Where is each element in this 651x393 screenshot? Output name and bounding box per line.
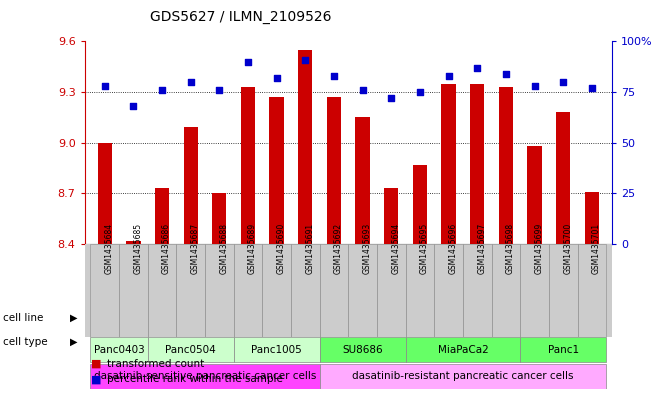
Text: GSM1435690: GSM1435690 — [277, 223, 286, 274]
Point — [100, 83, 110, 89]
Text: cell type: cell type — [3, 337, 48, 347]
Bar — [126, 241, 141, 244]
Bar — [441, 84, 456, 244]
Point — [271, 75, 282, 81]
Bar — [320, 244, 348, 337]
Bar — [176, 244, 205, 337]
Text: GSM1435688: GSM1435688 — [219, 223, 229, 274]
Text: GSM1435692: GSM1435692 — [334, 223, 343, 274]
Text: GSM1435696: GSM1435696 — [449, 223, 458, 274]
Point — [329, 73, 339, 79]
Bar — [90, 364, 320, 389]
Text: GSM1435698: GSM1435698 — [506, 223, 515, 274]
Bar — [577, 244, 606, 337]
Bar — [549, 244, 577, 337]
Text: ■: ■ — [91, 358, 102, 369]
Bar — [348, 244, 377, 337]
Bar — [327, 97, 341, 244]
Point — [587, 85, 597, 91]
Text: GSM1435687: GSM1435687 — [191, 223, 200, 274]
Bar — [155, 188, 169, 244]
Text: GSM1435685: GSM1435685 — [133, 223, 143, 274]
Bar — [205, 244, 234, 337]
Text: Panc0403: Panc0403 — [94, 345, 145, 355]
Point — [243, 59, 253, 65]
Bar — [234, 244, 262, 337]
Text: ▶: ▶ — [70, 312, 78, 323]
Point — [501, 71, 511, 77]
Text: GSM1435686: GSM1435686 — [162, 223, 171, 274]
Point — [529, 83, 540, 89]
Text: GSM1435700: GSM1435700 — [563, 223, 572, 274]
Point — [415, 89, 425, 95]
Bar — [90, 338, 148, 362]
Text: Panc0504: Panc0504 — [165, 345, 216, 355]
Text: GSM1435699: GSM1435699 — [534, 223, 544, 274]
Text: Panc1: Panc1 — [547, 345, 579, 355]
Text: cell line: cell line — [3, 312, 44, 323]
Point — [300, 56, 311, 62]
Bar — [184, 127, 198, 244]
Text: GSM1435691: GSM1435691 — [305, 223, 314, 274]
Point — [558, 79, 568, 85]
Bar — [148, 244, 176, 337]
Bar — [492, 244, 520, 337]
Bar — [406, 244, 434, 337]
Text: percentile rank within the sample: percentile rank within the sample — [107, 374, 283, 384]
Bar — [148, 338, 234, 362]
Bar — [406, 338, 520, 362]
Bar — [499, 87, 513, 244]
Bar — [520, 244, 549, 337]
Bar — [470, 84, 484, 244]
Point — [472, 64, 482, 71]
Point — [357, 87, 368, 93]
Point — [186, 79, 196, 85]
Bar — [98, 143, 112, 244]
Bar — [298, 50, 312, 244]
Bar — [463, 244, 492, 337]
Bar — [556, 112, 570, 244]
Text: transformed count: transformed count — [107, 358, 204, 369]
Bar — [384, 188, 398, 244]
Bar — [377, 244, 406, 337]
Bar — [119, 244, 148, 337]
Text: dasatinib-resistant pancreatic cancer cells: dasatinib-resistant pancreatic cancer ce… — [352, 371, 574, 381]
Bar — [320, 338, 406, 362]
Bar — [413, 165, 427, 244]
Text: GSM1435695: GSM1435695 — [420, 223, 429, 274]
Bar — [585, 192, 599, 244]
Text: ▶: ▶ — [70, 337, 78, 347]
Point — [214, 87, 225, 93]
Text: SU8686: SU8686 — [342, 345, 383, 355]
Bar — [291, 244, 320, 337]
Text: GSM1435693: GSM1435693 — [363, 223, 372, 274]
Bar — [262, 244, 291, 337]
Bar — [434, 244, 463, 337]
Bar — [234, 338, 320, 362]
Point — [443, 73, 454, 79]
Text: GDS5627 / ILMN_2109526: GDS5627 / ILMN_2109526 — [150, 10, 331, 24]
Point — [386, 95, 396, 101]
Text: GSM1435684: GSM1435684 — [105, 223, 114, 274]
Bar — [212, 193, 227, 244]
Text: GSM1435701: GSM1435701 — [592, 223, 601, 274]
Text: Panc1005: Panc1005 — [251, 345, 302, 355]
Text: GSM1435697: GSM1435697 — [477, 223, 486, 274]
Bar — [241, 87, 255, 244]
Point — [157, 87, 167, 93]
Bar — [270, 97, 284, 244]
Bar — [320, 364, 606, 389]
Bar — [520, 338, 606, 362]
Text: ■: ■ — [91, 374, 102, 384]
Bar — [90, 244, 119, 337]
Text: MiaPaCa2: MiaPaCa2 — [437, 345, 488, 355]
Text: dasatinib-sensitive pancreatic cancer cells: dasatinib-sensitive pancreatic cancer ce… — [94, 371, 316, 381]
Bar — [527, 146, 542, 244]
Text: GSM1435694: GSM1435694 — [391, 223, 400, 274]
Bar — [355, 118, 370, 244]
Text: GSM1435689: GSM1435689 — [248, 223, 257, 274]
Point — [128, 103, 139, 109]
